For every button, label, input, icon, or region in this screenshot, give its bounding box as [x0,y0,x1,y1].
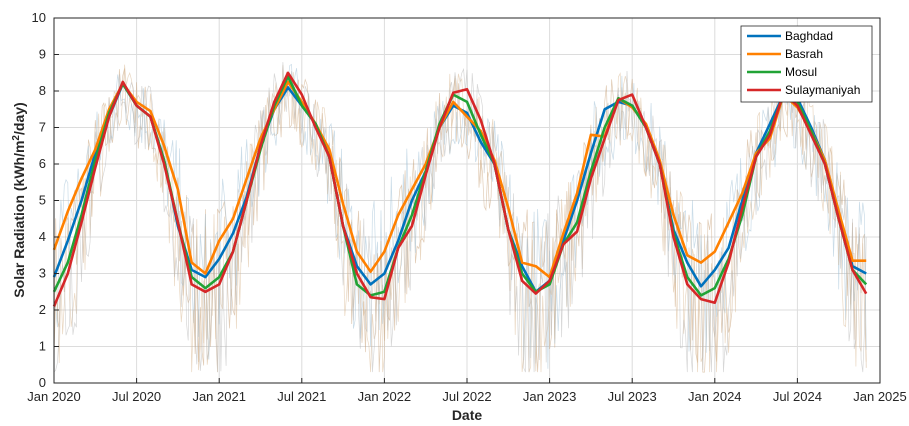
series-line-sulaymaniyah [52,71,868,307]
noise-trace-baghdad [53,68,867,373]
series-line-basrah [52,80,867,279]
legend-label-sulaymaniyah: Sulaymaniyah [785,83,860,97]
x-axis-ticks: Jan 2020 Jul 2020 Jan 2021 Jul 2021 Jan 2022… [27,378,907,404]
noise-trace-sulaymaniyah [53,62,867,373]
y-tick-label: 7 [39,120,46,135]
y-tick-label: 0 [39,375,46,390]
y-tick-label: 9 [39,47,46,62]
y-tick-label: 5 [39,193,46,208]
x-tick-label: Jan 2020 [27,389,81,404]
x-axis-title: Date [452,407,483,423]
y-tick-label: 1 [39,339,46,354]
x-tick-label: Jan 2022 [358,389,412,404]
x-tick-label: Jan 2023 [523,389,577,404]
x-tick-label: Jul 2024 [773,389,822,404]
x-tick-label: Jul 2023 [608,389,657,404]
y-axis-title: Solar Radiation (kWh/m2/day) [11,102,27,297]
x-tick-label: Jul 2020 [112,389,161,404]
y-tick-label: 2 [39,302,46,317]
y-axis-title-unit: /day) [11,102,27,135]
y-tick-label: 10 [32,10,46,25]
legend: Baghdad Basrah Mosul Sulaymaniyah [740,25,873,103]
y-axis-title-main: Solar Radiation (kWh/m [11,141,27,298]
noise-trace-basrah [53,63,867,369]
y-tick-label: 8 [39,83,46,98]
y-tick-label: 6 [39,156,46,171]
x-tick-label: Jul 2022 [442,389,491,404]
x-tick-label: Jan 2021 [192,389,246,404]
x-tick-label: Jan 2024 [688,389,742,404]
legend-label-basrah: Basrah [785,47,823,61]
legend-label-baghdad: Baghdad [785,29,833,43]
y-tick-label: 3 [39,266,46,281]
y-axis-ticks: 0 1 2 3 4 5 6 7 8 9 10 [32,10,59,390]
x-tick-label: Jan 2025 [853,389,907,404]
y-axis-title-superscript: 2 [11,135,22,141]
y-tick-label: 4 [39,229,46,244]
series-lines [52,71,868,307]
legend-label-mosul: Mosul [785,65,817,79]
x-tick-label: Jul 2021 [277,389,326,404]
